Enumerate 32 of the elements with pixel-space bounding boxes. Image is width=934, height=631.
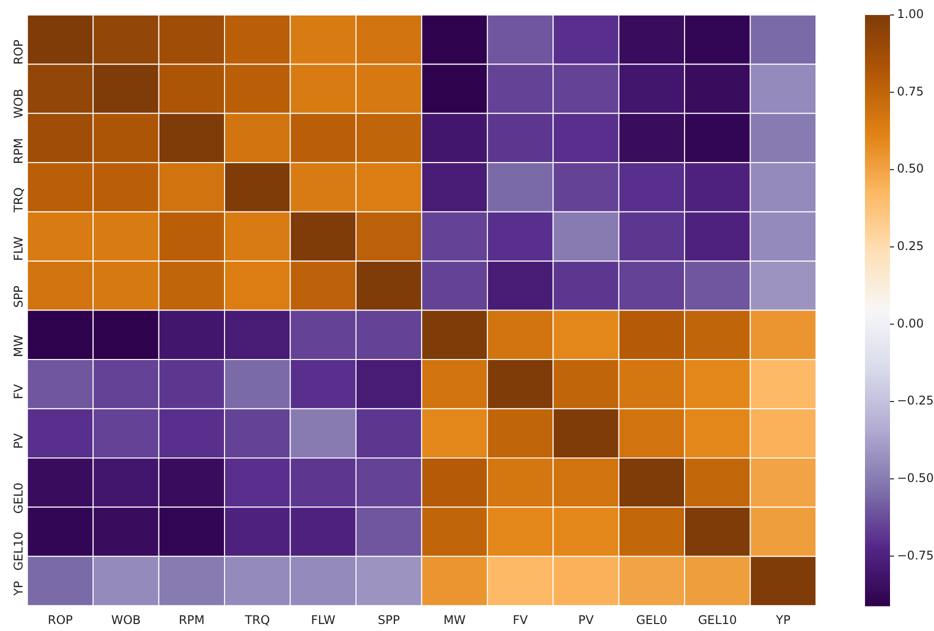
- color-bar-label: −0.75: [897, 548, 934, 562]
- y-tick-label: GEL10: [12, 532, 26, 571]
- y-tick-label: MW: [12, 334, 26, 358]
- x-tick-label: PV: [578, 612, 594, 627]
- x-tick-label: ROP: [48, 612, 73, 627]
- y-tick-label: GEL0: [12, 482, 26, 514]
- color-bar-label: 0.00: [897, 316, 924, 330]
- x-tick-label: TRQ: [244, 612, 270, 627]
- x-tick-label: YP: [774, 612, 790, 627]
- y-tick-label: SPP: [12, 286, 26, 308]
- color-bar-label: 0.50: [897, 162, 924, 176]
- color-bar-label: −0.50: [897, 470, 934, 485]
- color-bar-label: 0.75: [897, 84, 924, 98]
- y-tick-label: FV: [12, 383, 26, 400]
- y-tick-label: ROP: [12, 40, 26, 65]
- x-tick-label: WOB: [111, 612, 141, 627]
- x-tick-label: MW: [443, 612, 466, 627]
- y-tick-label: PV: [12, 432, 26, 449]
- y-tick-label: FLW: [12, 236, 26, 261]
- x-tick-label: SPP: [378, 612, 400, 627]
- x-tick-label: RPM: [178, 612, 205, 627]
- color-bar-label: −0.25: [897, 394, 934, 408]
- y-tick-label: YP: [12, 580, 26, 597]
- x-tick-label: FV: [512, 612, 529, 627]
- y-tick-label: WOB: [12, 88, 26, 118]
- y-tick-label: TRQ: [12, 187, 26, 214]
- x-tick-label: FLW: [310, 612, 336, 627]
- y-tick-label: RPM: [12, 138, 26, 164]
- color-bar-label: 0.25: [897, 239, 924, 254]
- x-tick-label: GEL10: [698, 612, 737, 627]
- x-tick-label: GEL0: [636, 612, 668, 627]
- color-bar-label: 1.00: [897, 7, 924, 22]
